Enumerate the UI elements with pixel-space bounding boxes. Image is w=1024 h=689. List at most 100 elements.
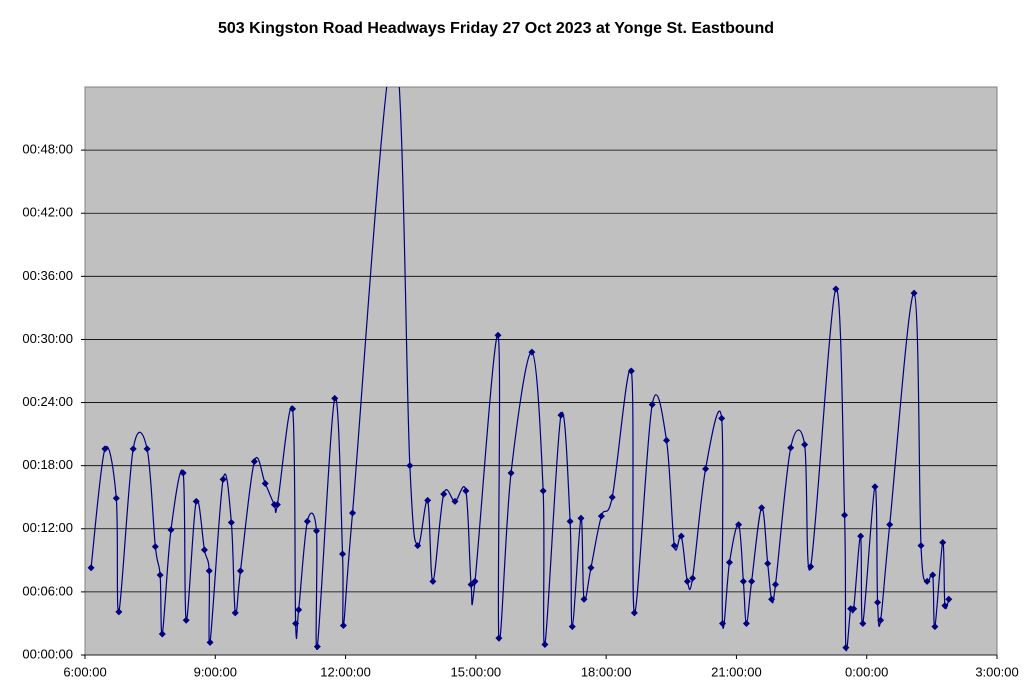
data-point [236,567,244,575]
data-point [261,480,269,488]
data-point [939,538,947,546]
data-point [742,619,750,627]
x-tick-label: 3:00:00 [975,664,1018,679]
data-point [807,563,815,571]
data-point [205,567,213,575]
data-point [758,504,766,512]
data-point [735,521,743,529]
data-point [683,577,691,585]
data-point [874,598,882,606]
data-point [917,542,925,550]
data-point [663,436,671,444]
data-point [566,517,574,525]
data-point [101,445,109,453]
data-point [580,595,588,603]
data-point [923,577,931,585]
data-point [471,577,479,585]
data-point [390,41,397,48]
data-point [725,558,733,566]
data-point [748,577,756,585]
data-point [227,518,235,526]
x-tick-label: 0:00:00 [845,664,888,679]
data-point [764,559,772,567]
y-tick-label: 00:42:00 [22,205,73,220]
data-point [859,619,867,627]
data-point [768,595,776,603]
y-tick-label: 00:06:00 [22,583,73,598]
data-point [295,606,303,614]
data-point [494,331,502,339]
data-point [787,444,795,452]
data-point [871,483,879,491]
data-point [115,608,123,616]
data-point [945,595,953,603]
x-tick-label: 15:00:00 [451,664,502,679]
data-point [877,616,885,624]
y-tick-label: 00:48:00 [22,142,73,157]
data-point [182,616,190,624]
data-point [587,564,595,572]
series [87,41,953,652]
data-point [429,577,437,585]
data-point [910,289,918,297]
data-point [250,457,258,465]
data-point [648,401,656,409]
data-point [151,543,159,551]
data-point [167,526,175,534]
data-point [206,638,214,646]
data-point [608,493,616,501]
data-point [507,469,515,477]
data-point [406,462,414,470]
data-point [702,465,710,473]
data-point [292,619,300,627]
data-point [627,367,635,375]
data-point [349,509,357,517]
data-point [467,581,475,589]
x-tick-label: 18:00:00 [581,664,632,679]
data-point [557,411,565,419]
data-point [568,623,576,631]
data-point [528,348,536,356]
data-point [670,542,678,550]
y-tick-label: 00:00:00 [22,646,73,661]
y-tick-label: 00:36:00 [22,268,73,283]
data-point [313,643,321,651]
data-point [841,511,849,519]
x-tick-label: 9:00:00 [194,664,237,679]
data-point [200,546,208,554]
data-point [440,490,448,498]
data-point [886,521,894,529]
data-point [832,285,840,293]
data-point [719,619,727,627]
data-point [739,577,747,585]
data-point [801,441,809,449]
data-point [192,497,200,505]
data-point [451,497,459,505]
y-tick-label: 00:12:00 [22,520,73,535]
data-point [424,496,432,504]
data-point [495,634,503,642]
data-point [941,602,949,610]
data-point [219,475,227,483]
data-point [303,517,311,525]
data-point [179,469,187,477]
data-point [231,609,239,617]
data-point [158,630,166,638]
data-point [689,574,697,582]
chart-title: 503 Kingston Road Headways Friday 27 Oct… [218,20,774,37]
data-point [462,487,470,495]
data-point [857,532,865,540]
data-point [112,494,120,502]
line [90,87,950,652]
data-point [539,487,547,495]
data-point [718,414,726,422]
y-tick-label: 00:30:00 [22,331,73,346]
data-point [577,514,585,522]
data-point [772,581,780,589]
data-point [339,622,347,630]
data-point [414,542,422,550]
data-point [677,532,685,540]
data-point [931,623,939,631]
data-point [929,571,937,579]
